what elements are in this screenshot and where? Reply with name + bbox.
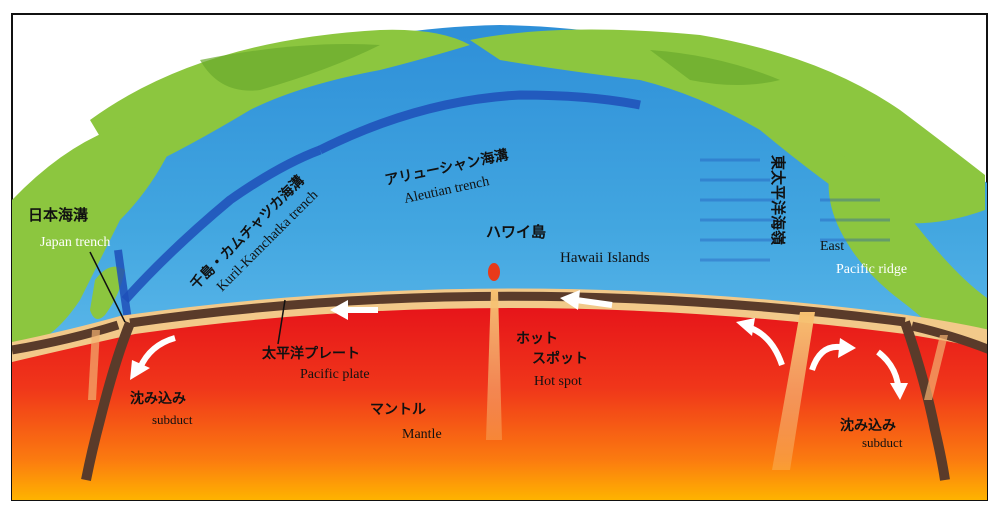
land-asia (12, 127, 170, 345)
subduct-slab-right (900, 320, 950, 481)
label-epr-jp: 東太平洋海嶺 (769, 155, 787, 245)
label-subduct-left-en: subduct (152, 412, 193, 427)
label-subduct-left-jp: 沈み込み (130, 390, 186, 407)
label-epr-en-1: East (820, 239, 844, 254)
label-hotspot-jp-1: ホット (516, 331, 558, 347)
label-pacific-plate-jp: 太平洋プレート (262, 345, 360, 362)
label-japan-trench-en: Japan trench (40, 235, 110, 250)
label-subduct-right-en: subduct (862, 435, 903, 450)
label-mantle-jp: マントル (370, 402, 426, 418)
label-hawaii-en: Hawaii Islands (560, 250, 650, 266)
pacific-plate-pointer (277, 299, 286, 345)
land-americas (828, 150, 987, 360)
hawaii-volcano (488, 263, 500, 281)
hotspot-plume (486, 290, 502, 440)
ridge-plume (772, 312, 815, 470)
label-hotspot-jp-2: スポット (532, 350, 588, 367)
kuril-trench-line (121, 145, 322, 304)
label-pacific-plate-en: Pacific plate (300, 367, 370, 382)
label-epr-en-2: Pacific ridge (836, 262, 907, 277)
japan-trench-line (114, 249, 132, 321)
aleutian-trench-line (317, 90, 641, 155)
label-japan-trench-jp: 日本海溝 (28, 206, 88, 224)
label-hawaii-jp: ハワイ島 (486, 223, 546, 241)
pacific-plate-line (129, 291, 906, 328)
land-north (90, 29, 470, 172)
label-hotspot-en: Hot spot (534, 374, 582, 389)
subduct-slab-left (81, 321, 135, 481)
land-japan (90, 266, 125, 319)
ridge-texture (700, 158, 890, 262)
label-subduct-right-jp: 沈み込み (840, 417, 896, 434)
plate-motion-arrows (130, 290, 908, 400)
japan-trench-pointer (89, 251, 126, 323)
label-mantle-en: Mantle (402, 427, 442, 442)
